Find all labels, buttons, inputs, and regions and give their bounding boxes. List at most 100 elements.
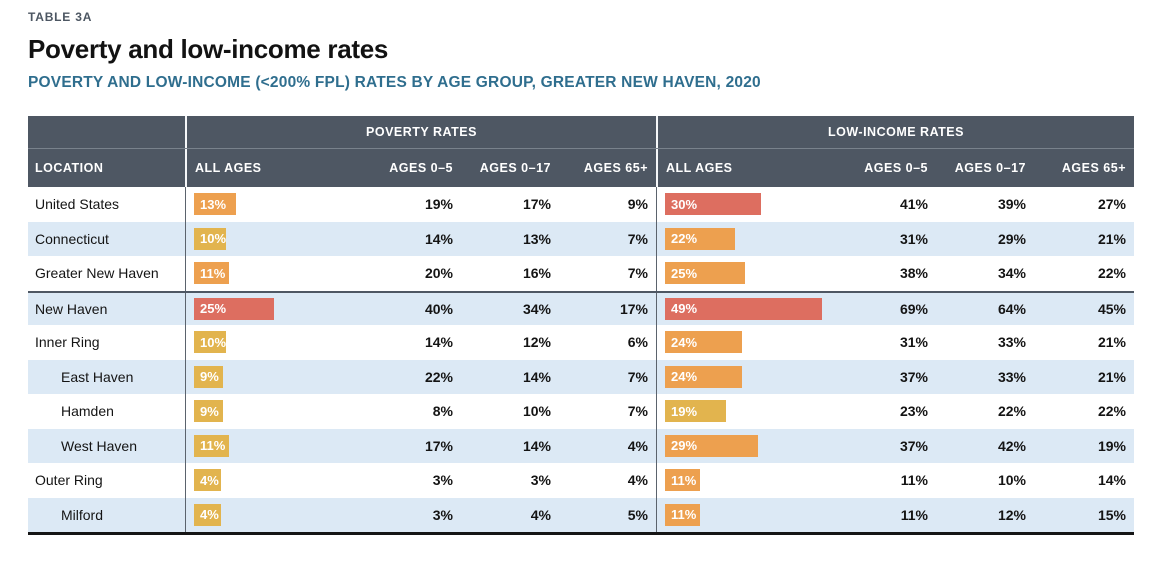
table-row: Connecticut 10% 14% 13% 7% 22% 31% 29% 21% [28,221,1134,256]
data-bar: 29% [665,434,758,457]
poverty-value-cell: 7% [627,265,648,282]
poverty-value-cell: 6% [627,334,648,351]
low-income-value-cell: 34% [997,265,1026,282]
group-header-spacer [28,116,185,148]
data-bar: 9% [194,400,223,423]
poverty-value-cell: 17% [619,300,648,317]
poverty-all-ages-bar-cell: 13% [185,187,361,222]
low-income-all-ages-bar-cell: 11% [656,463,860,498]
group-header-low-income: LOW-INCOME RATES [656,116,1134,148]
column-header-low-income-ages-0-17: AGES 0–17 [954,161,1026,175]
low-income-value-cell: 38% [899,265,928,282]
location-label: Milford [61,506,104,523]
data-bar: 24% [665,331,742,354]
poverty-value-cell: 17% [522,196,551,213]
location-label: New Haven [35,300,108,317]
poverty-value-cell: 4% [627,437,648,454]
table-row: United States 13% 19% 17% 9% 30% 41% 39% 27% [28,187,1134,222]
low-income-value-cell: 41% [899,196,928,213]
poverty-value-cell: 34% [522,300,551,317]
location-label: Connecticut [35,230,109,247]
data-bar: 19% [665,400,726,423]
low-income-value-cell: 12% [997,506,1026,523]
poverty-value-cell: 7% [627,230,648,247]
low-income-value-cell: 22% [1097,403,1126,420]
table-group-header-row: POVERTY RATES LOW-INCOME RATES [28,116,1134,149]
data-bar: 9% [194,365,223,388]
data-bar: 10% [194,227,226,250]
low-income-all-ages-bar-cell: 24% [656,359,860,394]
report-page: TABLE 3A Poverty and low-income rates PO… [28,10,1134,535]
low-income-value-cell: 31% [899,230,928,247]
low-income-value-cell: 27% [1097,196,1126,213]
data-bar: 11% [194,434,230,457]
low-income-value-cell: 19% [1097,437,1126,454]
poverty-all-ages-bar-cell: 25% [185,292,361,325]
low-income-all-ages-bar-cell: 30% [656,187,860,222]
data-bar: 22% [665,227,736,250]
poverty-value-cell: 5% [627,506,648,523]
low-income-value-cell: 64% [997,300,1026,317]
low-income-value-cell: 69% [899,300,928,317]
column-header-low-income-ages-65: AGES 65+ [1061,161,1126,175]
low-income-value-cell: 22% [997,403,1026,420]
poverty-value-cell: 17% [424,437,453,454]
poverty-value-cell: 19% [424,196,453,213]
poverty-all-ages-bar-cell: 11% [185,428,361,463]
table-row: New Haven 25% 40% 34% 17% 49% 69% 64% 45% [28,290,1134,325]
low-income-value-cell: 33% [997,334,1026,351]
location-label: Outer Ring [35,472,103,489]
column-header-poverty-ages-0-5: AGES 0–5 [389,161,453,175]
column-header-poverty-all-ages: ALL AGES [185,149,361,187]
low-income-value-cell: 29% [997,230,1026,247]
poverty-all-ages-bar-cell: 10% [185,325,361,360]
data-bar: 11% [194,262,230,285]
poverty-value-cell: 3% [432,472,453,489]
table-row: Hamden 9% 8% 10% 7% 19% 23% 22% 22% [28,394,1134,429]
data-bar: 49% [665,297,822,320]
poverty-value-cell: 40% [424,300,453,317]
low-income-value-cell: 11% [900,506,928,523]
low-income-value-cell: 42% [997,437,1026,454]
poverty-all-ages-bar-cell: 10% [185,221,361,256]
poverty-value-cell: 12% [522,334,551,351]
low-income-value-cell: 15% [1097,506,1126,523]
low-income-value-cell: 21% [1097,230,1126,247]
page-title: Poverty and low-income rates [28,34,389,64]
poverty-all-ages-bar-cell: 9% [185,359,361,394]
low-income-value-cell: 14% [1097,472,1126,489]
table-row: East Haven 9% 22% 14% 7% 24% 37% 33% 21% [28,359,1134,394]
poverty-value-cell: 3% [530,472,551,489]
low-income-all-ages-bar-cell: 49% [656,292,860,325]
low-income-value-cell: 10% [997,472,1026,489]
poverty-value-cell: 20% [424,265,453,282]
poverty-value-cell: 7% [627,403,648,420]
poverty-value-cell: 22% [424,368,453,385]
low-income-value-cell: 33% [997,368,1026,385]
table-row: Greater New Haven 11% 20% 16% 7% 25% 38% 34% 22% [28,256,1134,291]
poverty-value-cell: 4% [627,472,648,489]
data-bar: 11% [665,469,701,492]
low-income-value-cell: 21% [1097,334,1126,351]
data-bar: 11% [665,503,701,526]
table-bottom-border [28,532,1134,535]
table-number-label: TABLE 3A [28,10,93,24]
poverty-all-ages-bar-cell: 4% [185,463,361,498]
poverty-value-cell: 3% [432,506,453,523]
location-label: West Haven [61,437,137,454]
data-bar: 25% [194,297,274,320]
poverty-value-cell: 14% [522,368,551,385]
data-bar: 4% [194,469,221,492]
low-income-all-ages-bar-cell: 29% [656,428,860,463]
low-income-value-cell: 37% [899,368,928,385]
data-bar: 25% [665,262,745,285]
location-label: East Haven [61,368,134,385]
low-income-value-cell: 31% [899,334,928,351]
column-header-low-income-ages-0-5: AGES 0–5 [864,161,928,175]
poverty-all-ages-bar-cell: 9% [185,394,361,429]
table-row: Outer Ring 4% 3% 3% 4% 11% 11% 10% 14% [28,463,1134,498]
poverty-all-ages-bar-cell: 4% [185,497,361,532]
poverty-rates-table: POVERTY RATES LOW-INCOME RATES LOCATION … [28,116,1134,535]
poverty-value-cell: 4% [530,506,551,523]
data-bar: 13% [194,193,236,216]
